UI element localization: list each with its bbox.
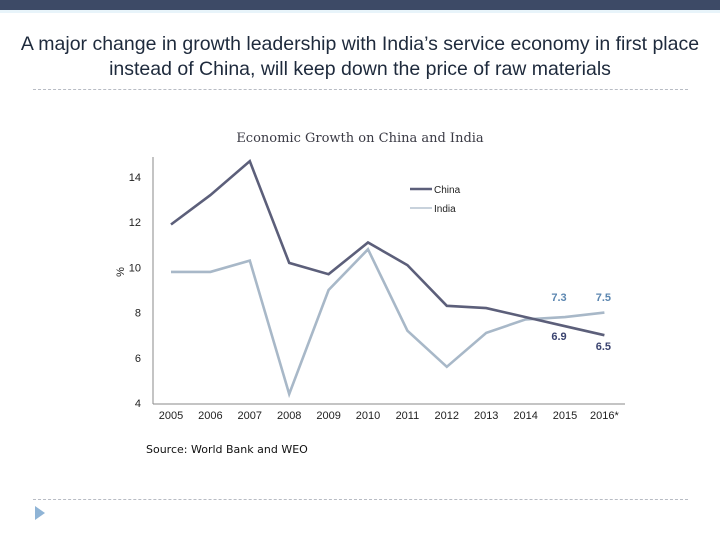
top-bar-shade bbox=[0, 10, 720, 13]
legend-label-india: India bbox=[434, 204, 456, 215]
source-note: Source: World Bank and WEO bbox=[146, 443, 308, 456]
series-line-india bbox=[171, 247, 605, 399]
y-tick-label: 4 bbox=[135, 398, 141, 410]
y-tick-label: 14 bbox=[129, 172, 141, 184]
x-tick-label: 2009 bbox=[316, 410, 340, 422]
y-tick-label: 10 bbox=[129, 262, 141, 274]
play-triangle-icon[interactable] bbox=[35, 506, 45, 520]
data-label-india: 7.5 bbox=[596, 292, 611, 304]
data-label-china: 6.9 bbox=[551, 331, 566, 343]
y-axis-label: % bbox=[115, 267, 127, 277]
series-line-china bbox=[170, 159, 605, 337]
y-tick-label: 12 bbox=[129, 217, 141, 229]
legend: China India bbox=[410, 185, 461, 215]
x-tick-label: 2006 bbox=[198, 410, 222, 422]
data-label-china: 6.5 bbox=[596, 341, 611, 353]
x-tick-label: 2012 bbox=[435, 410, 459, 422]
x-tick-label: 2005 bbox=[159, 410, 183, 422]
slide-title: A major change in growth leadership with… bbox=[20, 33, 700, 80]
x-tick-label: 2016* bbox=[590, 410, 619, 422]
chart-title: Economic Growth on China and India bbox=[236, 131, 484, 146]
x-tick-label: 2011 bbox=[396, 410, 420, 422]
x-tick-label: 2010 bbox=[356, 410, 380, 422]
footer-divider bbox=[33, 499, 688, 500]
series-group bbox=[170, 159, 605, 399]
x-tick-label: 2014 bbox=[513, 410, 537, 422]
y-tick-label: 8 bbox=[135, 308, 141, 320]
x-tick-label: 2007 bbox=[238, 410, 262, 422]
legend-label-china: China bbox=[434, 185, 461, 196]
x-tick-label: 2015 bbox=[553, 410, 577, 422]
axes: 4 6 8 10 12 14 2005 2006 2007 2008 2009 2010 2011 201… bbox=[129, 157, 625, 422]
title-divider bbox=[33, 89, 688, 90]
data-label-india: 7.3 bbox=[551, 292, 566, 304]
x-tick-label: 2008 bbox=[277, 410, 301, 422]
annotations: 7.3 7.5 6.9 6.5 bbox=[551, 292, 611, 353]
top-bar bbox=[0, 0, 720, 10]
x-tick-label: 2013 bbox=[474, 410, 498, 422]
y-tick-label: 6 bbox=[135, 353, 141, 365]
